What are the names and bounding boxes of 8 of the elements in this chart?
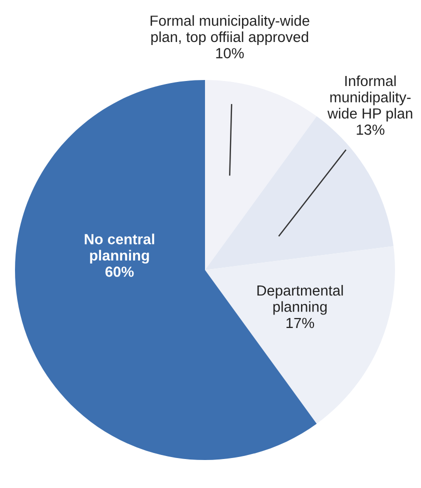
- data-label: 17%: [286, 318, 314, 328]
- slice-label: Departmental planning: [257, 284, 343, 315]
- data-label: 60%: [105, 266, 134, 277]
- slice-label: Informal munidipality- wide HP plan: [327, 75, 412, 122]
- slice-label: Formal municipality-wide plan, top offiial approved: [150, 15, 310, 45]
- slice-label: No central planning: [84, 234, 154, 264]
- data-label: 13%: [356, 124, 384, 135]
- data-label: 10%: [216, 48, 244, 58]
